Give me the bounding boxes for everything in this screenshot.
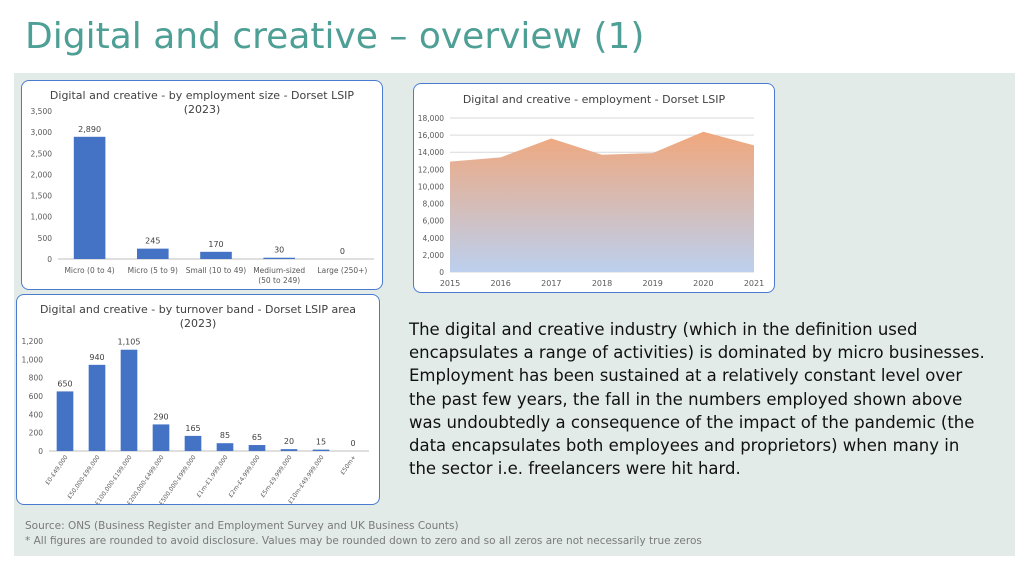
source-note: Source: ONS (Business Register and Emplo… [25,519,702,549]
data-label: 30 [274,246,284,255]
chart-title-line2: (2023) [179,317,217,330]
x-tick-label: £5m-£9,999,000 [259,454,294,499]
chart-plot: 0 2,000 4,000 6,000 8,000 10,000 12,000 14,000 1… [418,114,764,288]
x-tick-label: £10m-£49,999,000 [287,454,326,505]
chart-turnover-band: Digital and creative - by turnover band … [16,294,380,505]
chart-title-line2: (2023) [183,103,221,116]
y-tick-label: 16,000 [418,131,444,140]
bar [120,349,138,451]
y-tick-label: 400 [29,410,44,419]
x-tick-label: 2021 [744,279,764,288]
y-tick-label: 1,000 [31,213,53,222]
y-tick-label: 6,000 [423,217,445,226]
x-tick-label: £1m-£1,999,000 [195,454,230,499]
y-tick-label: 8,000 [423,200,445,209]
x-tick-label: £2m-£4,999,000 [227,454,262,499]
chart-title-line1: Digital and creative - by employment siz… [49,89,355,102]
data-label: 15 [316,438,326,447]
bar [137,248,169,259]
chart-plot: 02004006008001,0001,200650£0-£49,000940£… [22,337,369,505]
body-text: The digital and creative industry (which… [409,320,985,479]
source-line: Source: ONS (Business Register and Emplo… [25,520,459,532]
data-label: 20 [284,437,294,446]
x-tick-label: 2019 [642,279,662,288]
bar [248,445,266,451]
y-tick-label: 500 [38,234,53,243]
y-tick-label: 18,000 [418,114,444,123]
bar [73,136,106,259]
data-label: 940 [89,353,104,362]
data-label: 65 [252,433,262,442]
slide-title: Digital and creative – overview (1) [25,16,645,57]
x-tick-label: 2015 [440,279,460,288]
x-tick-label: 2018 [592,279,612,288]
chart-employment-size: Digital and creative - by employment siz… [21,80,383,290]
bar [56,391,74,451]
y-tick-label: 0 [47,255,52,264]
y-tick-label: 4,000 [423,234,445,243]
data-label: 1,105 [118,338,141,347]
x-tick-label: £0-£49,000 [44,454,70,487]
x-tick-label: Medium-sized [253,266,305,275]
x-tick-label: £50,000-£99,000 [66,454,102,501]
x-tick-label: 2016 [490,279,510,288]
y-tick-label: 3,000 [31,128,53,137]
data-label: 650 [57,379,72,388]
data-label: 2,890 [78,125,101,134]
y-tick-label: 0 [439,268,444,277]
y-tick-label: 10,000 [418,182,444,191]
x-tick-label: 2020 [693,279,713,288]
y-tick-label: 3,500 [31,107,53,116]
footnote-line: * All figures are rounded to avoid discl… [25,535,702,547]
y-tick-label: 1,500 [31,192,53,201]
bar [88,364,106,451]
x-tick-label: £50m+ [339,454,358,476]
x-tick-label: Micro (0 to 4) [64,266,114,275]
data-label: 0 [340,247,345,256]
data-label: 290 [153,412,168,421]
data-label: 245 [145,237,160,246]
area-series [450,131,754,272]
x-tick-label: £100,000-£199,000 [94,454,134,505]
y-tick-label: 2,000 [31,170,53,179]
bar [184,435,202,451]
chart-plot: 0 500 1,000 1,500 2,000 2,500 3,000 3,500 2,890 M… [31,107,374,285]
y-tick-label: 1,200 [22,337,44,346]
bar [263,257,295,259]
x-tick-label: £200,000-£499,000 [126,454,166,505]
chart-title: Digital and creative - employment - Dors… [462,93,726,106]
bar [312,449,330,451]
y-tick-label: 2,000 [423,251,445,260]
y-tick-label: 0 [38,447,43,456]
x-tick-label: Large (250+) [317,266,367,275]
y-tick-label: 2,500 [31,149,53,158]
y-tick-label: 12,000 [418,165,444,174]
bar [280,449,298,451]
data-label: 0 [350,439,355,448]
x-tick-label-line2: (50 to 249) [258,276,300,285]
chart-title-line1: Digital and creative - by turnover band … [39,303,357,316]
bar [152,424,170,451]
data-label: 165 [185,424,200,433]
x-tick-label: £500,000-£999,000 [158,454,198,505]
y-tick-label: 600 [29,392,44,401]
x-tick-label: Small (10 to 49) [186,266,247,275]
chart-employment-trend: Digital and creative - employment - Dors… [413,83,775,293]
y-tick-label: 1,000 [22,355,44,364]
data-label: 170 [208,240,223,249]
y-tick-label: 14,000 [418,148,444,157]
bar [216,443,234,451]
y-tick-label: 200 [29,429,44,438]
bar [200,251,232,259]
y-tick-label: 800 [29,374,44,383]
x-tick-label: 2017 [541,279,561,288]
data-label: 85 [220,431,230,440]
x-tick-label: Micro (5 to 9) [128,266,178,275]
